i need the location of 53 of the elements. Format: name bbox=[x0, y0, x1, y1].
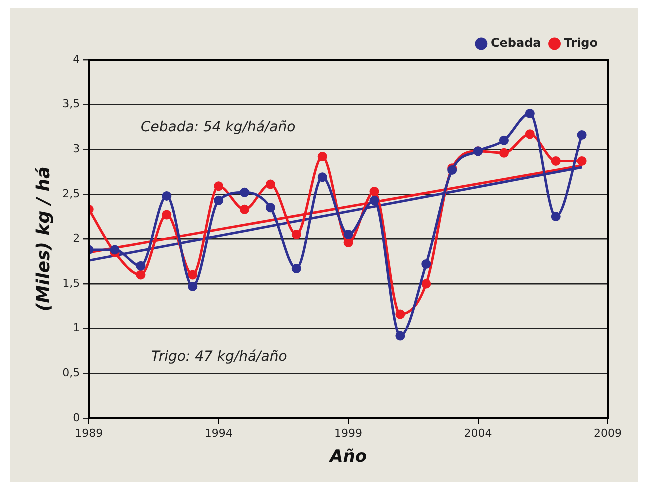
point bbox=[214, 196, 224, 206]
point bbox=[318, 152, 328, 162]
point bbox=[162, 210, 172, 220]
point bbox=[188, 282, 198, 292]
legend-label: Cebada bbox=[490, 36, 542, 50]
point bbox=[370, 186, 380, 196]
x-axis-title: Año bbox=[328, 447, 368, 468]
point bbox=[577, 156, 587, 166]
point bbox=[188, 270, 198, 280]
point bbox=[136, 261, 146, 271]
point bbox=[344, 230, 354, 240]
y-tick-label: 1,5 bbox=[62, 276, 80, 290]
point bbox=[396, 310, 406, 320]
x-tick-label: 2004 bbox=[464, 426, 492, 440]
point bbox=[136, 270, 146, 280]
point bbox=[214, 182, 224, 192]
y-tick-label: 2 bbox=[73, 232, 80, 246]
point bbox=[370, 196, 380, 206]
y-tick-label: 4 bbox=[73, 52, 80, 66]
y-tick-label: 0,5 bbox=[62, 366, 80, 380]
point bbox=[240, 204, 250, 214]
point bbox=[266, 180, 276, 190]
point bbox=[551, 156, 561, 166]
point bbox=[162, 191, 172, 201]
y-tick-label: 1 bbox=[73, 322, 80, 335]
x-tick-label: 1999 bbox=[334, 426, 363, 440]
y-tick-label: 2,5 bbox=[62, 187, 80, 200]
legend-label: Trigo bbox=[564, 36, 598, 50]
point bbox=[110, 245, 120, 255]
point bbox=[499, 148, 509, 158]
y-tick-label: 3 bbox=[73, 142, 80, 156]
point bbox=[525, 130, 535, 140]
y-tick-label: 3,5 bbox=[62, 98, 80, 111]
annotation: Cebada: 54 kg/há/año bbox=[140, 120, 296, 136]
point bbox=[292, 230, 302, 240]
point bbox=[422, 279, 432, 289]
point bbox=[240, 188, 250, 198]
point bbox=[344, 238, 354, 248]
point bbox=[551, 212, 561, 222]
point bbox=[577, 130, 587, 140]
point bbox=[266, 203, 276, 213]
y-tick-label: 0 bbox=[73, 411, 80, 424]
point bbox=[422, 260, 432, 270]
point bbox=[499, 136, 509, 146]
annotation: Trigo: 47 kg/há/año bbox=[151, 349, 288, 366]
y-axis-title: (Miles) kg / há bbox=[33, 166, 54, 312]
point bbox=[525, 109, 535, 119]
point bbox=[292, 264, 302, 274]
x-tick-label: 1989 bbox=[75, 426, 104, 440]
point bbox=[396, 331, 406, 341]
point bbox=[318, 172, 328, 182]
x-tick-label: 1994 bbox=[204, 426, 233, 440]
x-tick-label: 2009 bbox=[594, 426, 622, 440]
